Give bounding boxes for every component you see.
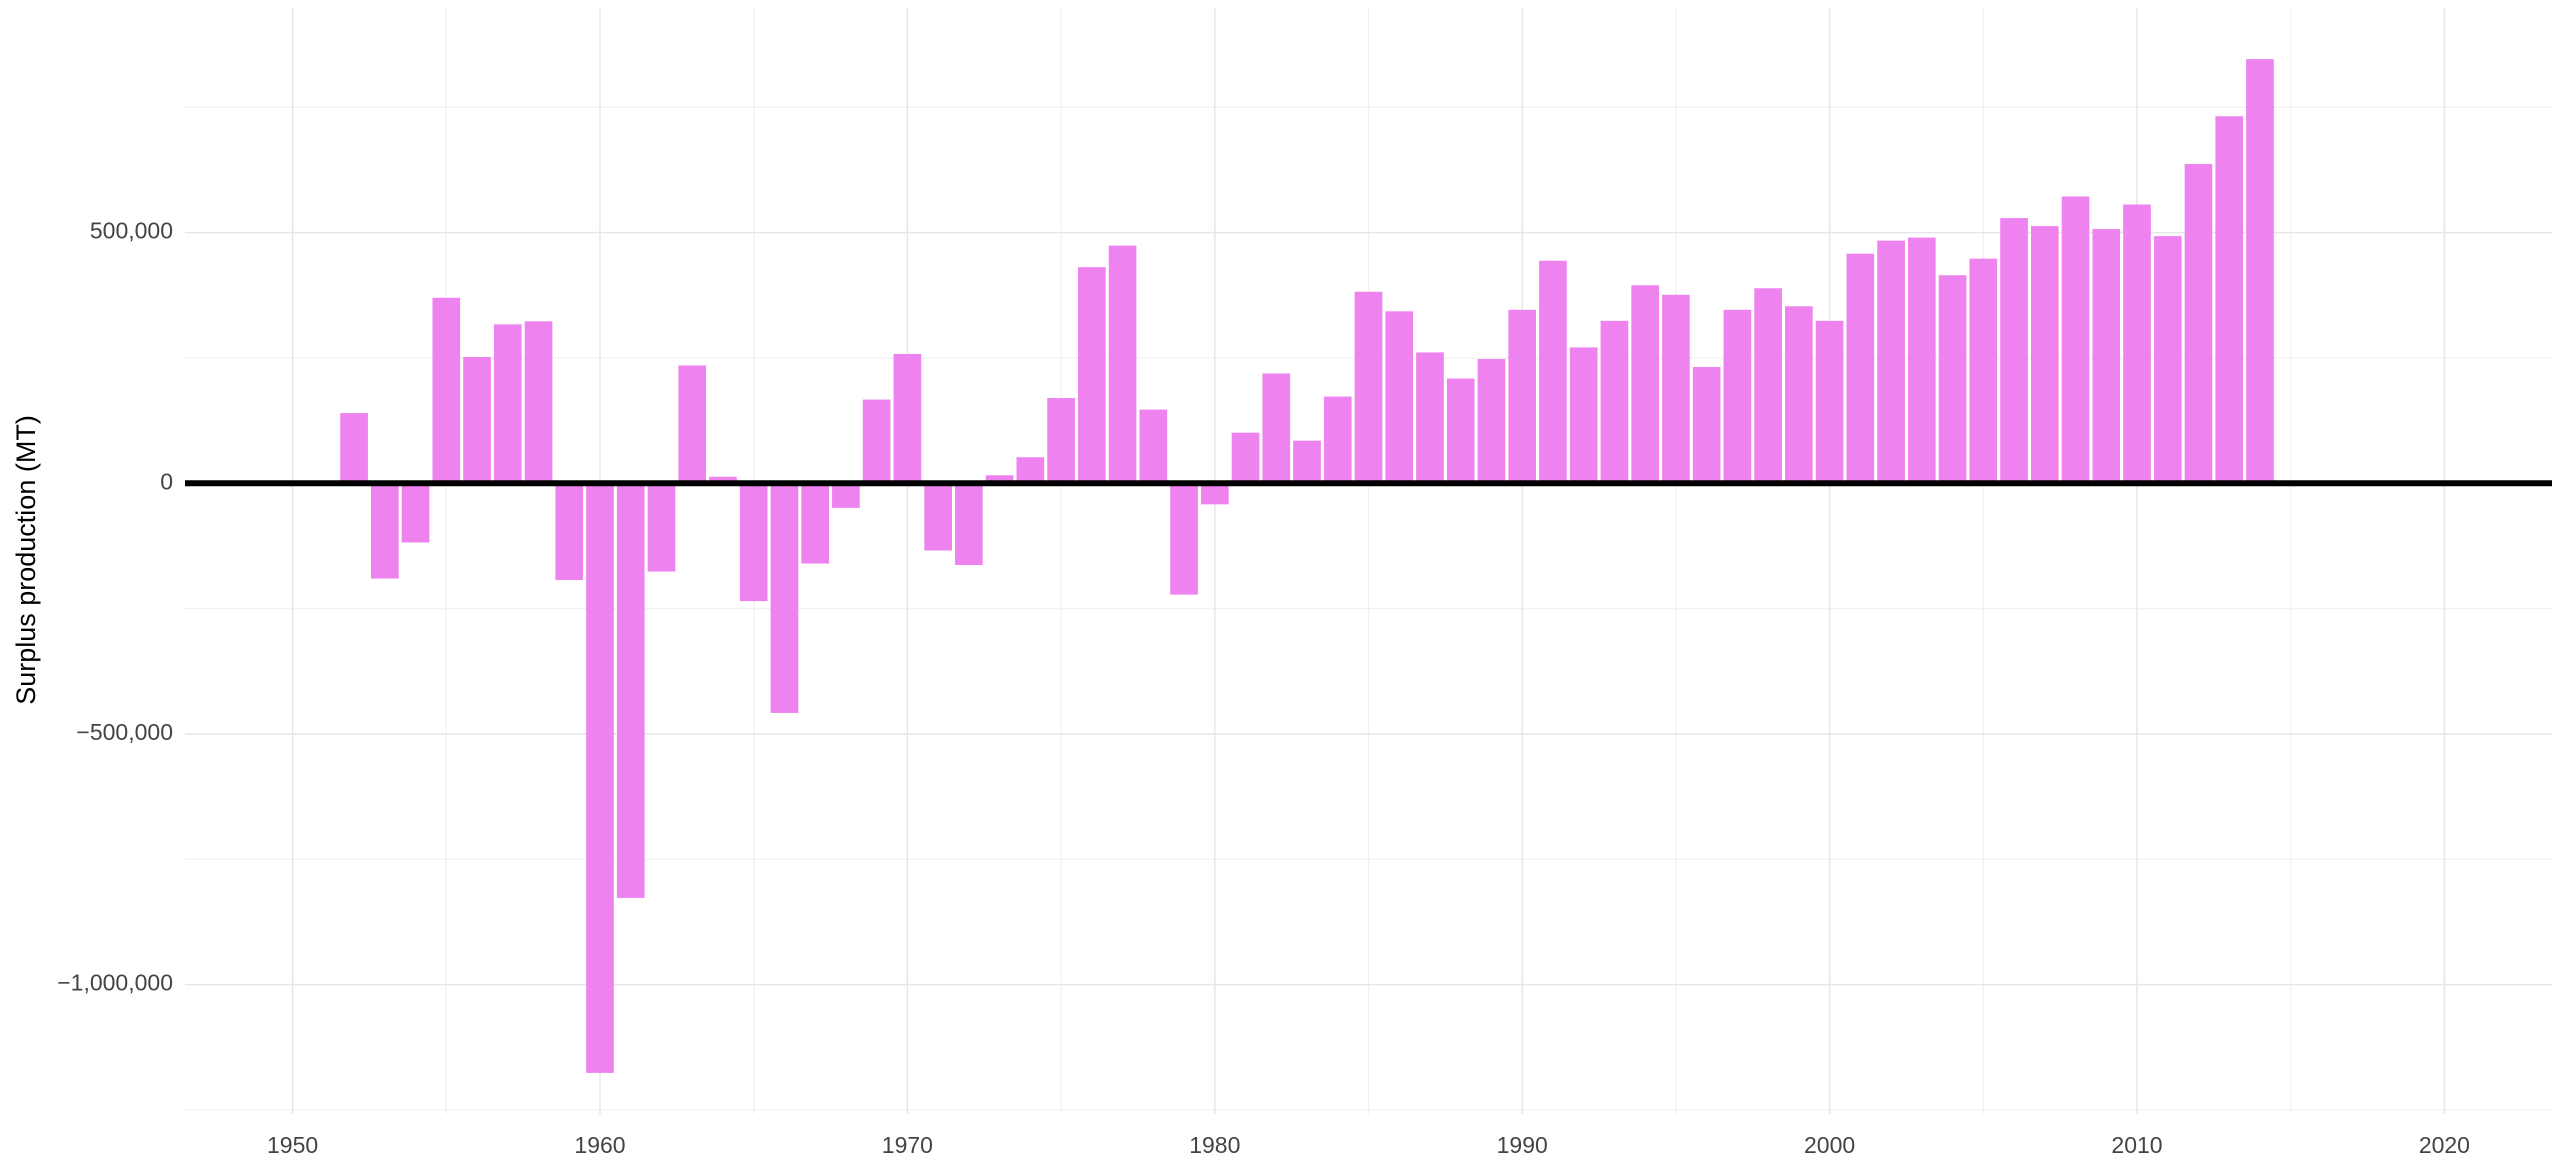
bar — [2184, 163, 2213, 484]
bar — [463, 356, 491, 484]
bar — [1539, 260, 1567, 484]
x-tick-label: 2000 — [1804, 1132, 1855, 1158]
bar — [2092, 229, 2121, 484]
bar — [1293, 440, 1321, 484]
y-tick-label: 0 — [160, 468, 173, 494]
bar — [678, 365, 707, 484]
bar — [2123, 204, 2151, 484]
bar — [955, 483, 983, 566]
bar — [586, 483, 614, 1073]
bar — [1078, 267, 1106, 484]
bar — [2246, 59, 2274, 484]
bar — [1785, 306, 1813, 484]
bar — [1231, 432, 1260, 484]
bar — [801, 483, 830, 564]
bar — [555, 483, 584, 581]
y-tick-label: −500,000 — [76, 719, 173, 745]
bar — [340, 413, 368, 484]
bar — [2000, 218, 2028, 484]
x-tick-label: 2010 — [2111, 1132, 2162, 1158]
x-tick-label: 2020 — [2419, 1132, 2470, 1158]
x-tick-label: 1990 — [1497, 1132, 1548, 1158]
bar — [1446, 378, 1475, 484]
bar — [924, 483, 952, 551]
bar — [1354, 291, 1383, 484]
bar — [1323, 396, 1352, 484]
bar — [862, 399, 891, 484]
y-tick-label: −1,000,000 — [57, 970, 173, 996]
bar — [1047, 398, 1075, 484]
bar — [1170, 483, 1198, 595]
bar — [1108, 245, 1137, 484]
x-tick-label: 1950 — [267, 1132, 318, 1158]
bar — [709, 476, 737, 484]
bar — [1631, 285, 1659, 484]
bar — [370, 483, 399, 579]
bar — [1385, 311, 1414, 484]
bar — [1815, 320, 1844, 484]
bar — [1877, 240, 1905, 484]
bar — [1846, 253, 1875, 484]
bar — [1662, 294, 1690, 484]
y-axis-title: Surplus production (MT) — [11, 415, 41, 705]
bar — [1508, 309, 1537, 484]
bar — [2153, 236, 2182, 484]
bar — [1754, 288, 1782, 484]
x-tick-label: 1970 — [882, 1132, 933, 1158]
bar — [770, 483, 799, 713]
x-tick-label: 1960 — [574, 1132, 625, 1158]
x-tick-label: 1980 — [1189, 1132, 1240, 1158]
bar — [2215, 116, 2244, 484]
bar — [1969, 258, 1998, 484]
bar — [985, 475, 1014, 484]
y-tick-label: 500,000 — [90, 218, 173, 244]
bar — [401, 483, 430, 543]
bar — [1600, 320, 1629, 484]
bar — [524, 321, 553, 484]
bar — [1262, 373, 1291, 484]
bar — [493, 324, 522, 484]
bar — [1416, 352, 1444, 484]
bar — [1569, 347, 1598, 484]
bar — [2061, 196, 2090, 484]
bar — [1938, 275, 1967, 484]
bar — [1723, 309, 1752, 484]
bar — [739, 483, 768, 602]
bar — [1692, 366, 1721, 484]
bar — [1139, 409, 1168, 484]
bar — [1907, 237, 1936, 484]
bar — [432, 297, 461, 484]
bar — [2030, 226, 2059, 484]
bar — [1477, 358, 1506, 484]
bar — [616, 483, 645, 898]
bar — [647, 483, 676, 572]
bar — [893, 353, 922, 484]
bar — [832, 483, 860, 508]
bar — [1016, 457, 1045, 484]
bar — [1200, 483, 1229, 505]
